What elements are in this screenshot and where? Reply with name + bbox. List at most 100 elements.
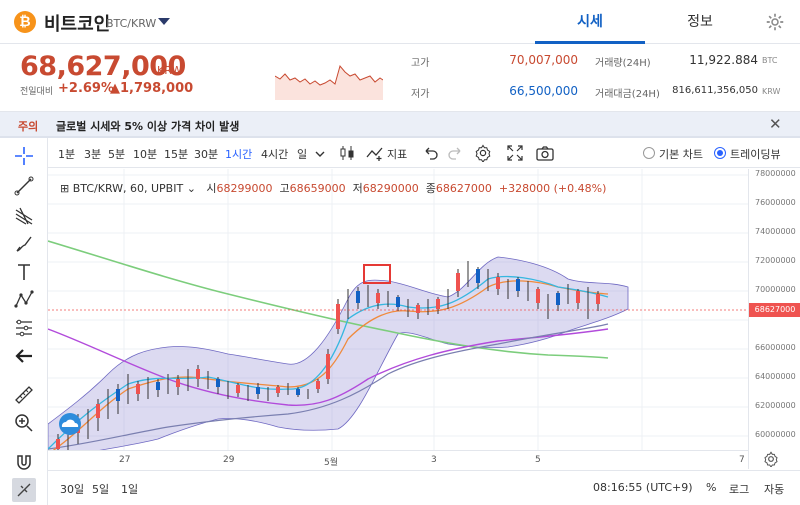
volume-label: 거래량(24H) [595,58,651,69]
legend-toggle-icon[interactable]: ⊞ [60,182,73,195]
legend-change: +328000 (+0.48%) [498,182,607,195]
header: ₿ 비트코인 BTC/KRW 시세 정보 [0,0,800,44]
auto-toggle[interactable]: 자동 [764,483,785,496]
time-axis[interactable]: 27 29 5월 3 5 7 [48,450,748,470]
x-tick: 27 [119,455,131,465]
gear-icon[interactable] [766,13,784,31]
bitcoin-logo-icon: ₿ [14,11,36,33]
ruler-icon[interactable] [12,383,36,407]
pattern-tool-icon[interactable] [12,288,36,312]
basic-chart-label: 기본 차트 [659,148,703,161]
basic-chart-radio[interactable] [643,147,655,159]
fib-tool-icon[interactable] [12,204,36,228]
chevron-down-icon[interactable]: ⌄ [186,182,196,195]
price-axis[interactable]: 78000000 76000000 74000000 72000000 7000… [748,169,800,469]
notice-text: 글로벌 시세와 5% 이상 가격 차이 발생 [56,120,240,133]
chevron-down-icon[interactable] [158,18,170,25]
crosshair-icon[interactable] [12,144,36,168]
indicator-icon[interactable] [366,144,384,162]
x-tick: 5월 [324,458,339,468]
brush-icon[interactable] [12,232,36,256]
clock-time[interactable]: 08:16:55 (UTC+9) [593,481,693,494]
timeframe-1h[interactable]: 1시간 [225,148,253,161]
lock-drawings-icon[interactable] [12,478,36,502]
mini-sparkline [275,54,383,100]
tradingview-radio[interactable] [714,147,726,159]
chart-container: 1분 3분 5분 10분 15분 30분 1시간 4시간 일 지표 기본 차트 … [0,137,800,505]
y-tick: 78000000 [755,169,796,178]
coin-name: 비트코인 [44,14,111,35]
current-price: 68,627,000 [20,51,186,82]
high-label: 고가 [411,58,430,69]
x-tick: 5 [535,455,541,465]
timeframe-5m[interactable]: 5분 [108,148,126,161]
ma-cyan-line [48,275,609,450]
volume-unit: BTC [762,56,778,65]
notice-tag: 주의 [18,120,39,133]
candlestick-icon[interactable] [338,144,356,162]
legend-low-label: 저 [352,182,363,195]
y-tick: 64000000 [755,372,796,381]
last-price-label: 68627000 [749,303,800,317]
log-toggle[interactable]: 로그 [729,483,750,496]
range-5d[interactable]: 5일 [92,483,110,496]
timeframe-1d[interactable]: 일 [297,148,308,161]
ma-green-line [48,240,609,359]
tab-price[interactable]: 시세 [535,0,645,44]
timeframe-3m[interactable]: 3분 [84,148,102,161]
settings-icon[interactable] [474,144,492,162]
projection-tool-icon[interactable] [12,316,36,340]
close-icon[interactable]: ✕ [769,115,782,133]
price-summary: 68,627,000 KRW 전일대비 +2.69% ▲1,798,000 고가… [0,44,800,112]
indicator-button[interactable]: 지표 [387,148,408,161]
chevron-down-icon[interactable] [314,145,326,163]
camera-icon[interactable] [535,144,555,162]
low-label: 저가 [411,89,430,100]
change-amount: ▲1,798,000 [110,81,194,96]
change-label: 전일대비 [20,87,54,97]
chart-legend: ⊞ BTC/KRW, 60, UPBIT ⌄ 시68299000 고686590… [60,180,606,196]
price-unit: KRW [157,64,183,77]
trend-line-icon[interactable] [12,174,36,198]
x-tick: 29 [223,455,235,465]
amount-label: 거래대금(24H) [595,89,660,100]
tradingview-label: 트레이딩뷰 [730,148,781,161]
x-tick: 7 [739,455,745,465]
price-chart-plot[interactable] [48,169,748,469]
arrow-left-icon[interactable] [12,344,36,368]
timeframe-30m[interactable]: 30분 [194,148,219,161]
ma-purple-line [48,328,609,406]
legend-close: 68627000 [435,182,492,195]
timeframe-4h[interactable]: 4시간 [261,148,289,161]
y-tick: 66000000 [755,343,796,352]
redo-icon[interactable] [446,144,464,162]
text-tool-icon[interactable] [12,260,36,284]
range-30d[interactable]: 30일 [60,483,85,496]
low-value: 66,500,000 [509,84,578,98]
coin-pair: BTC/KRW [106,17,157,30]
amount-unit: KRW [762,87,781,96]
tab-info[interactable]: 정보 [687,14,713,30]
candles [56,261,600,459]
timeframe-10m[interactable]: 10분 [133,148,158,161]
percent-toggle[interactable]: % [706,481,717,494]
undo-icon[interactable] [422,144,440,162]
gear-icon[interactable] [763,451,779,467]
y-tick: 72000000 [755,256,796,265]
timeframe-1m[interactable]: 1분 [58,148,76,161]
drawing-toolbar [0,138,48,505]
timeframe-15m[interactable]: 15분 [164,148,189,161]
range-1d[interactable]: 1일 [121,483,139,496]
upbit-cloud-icon [59,413,81,435]
amount-value: 816,611,356,050 [672,85,758,96]
bollinger-band [48,256,629,460]
ma-slate-line [48,323,609,450]
zoom-in-icon[interactable] [12,411,36,435]
y-tick: 76000000 [755,198,796,207]
legend-symbol[interactable]: BTC/KRW, 60, UPBIT [72,182,184,195]
magnet-icon[interactable] [12,451,36,475]
high-value: 70,007,000 [509,53,578,67]
y-tick: 62000000 [755,401,796,410]
x-tick: 3 [431,455,437,465]
fullscreen-icon[interactable] [506,144,524,162]
